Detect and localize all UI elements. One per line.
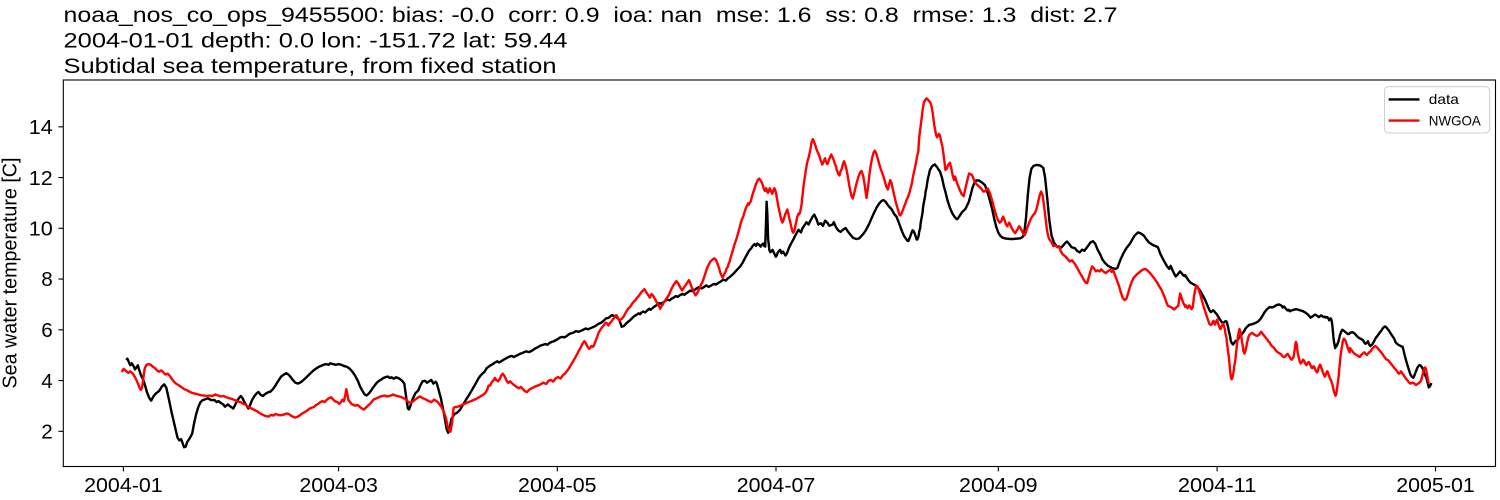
svg-text:Subtidal sea temperature, from: Subtidal sea temperature, from fixed sta… xyxy=(64,55,557,78)
svg-text:data: data xyxy=(1429,91,1459,107)
svg-text:Sea water temperature [C]: Sea water temperature [C] xyxy=(0,158,22,389)
svg-text:6: 6 xyxy=(41,320,53,342)
svg-text:2004-09: 2004-09 xyxy=(959,475,1038,497)
svg-text:2004-07: 2004-07 xyxy=(737,475,816,497)
svg-text:14: 14 xyxy=(29,117,53,139)
svg-text:12: 12 xyxy=(29,168,53,190)
svg-text:2004-03: 2004-03 xyxy=(299,475,378,497)
svg-text:2: 2 xyxy=(41,422,53,444)
svg-text:2005-01: 2005-01 xyxy=(1396,475,1475,497)
svg-text:noaa_nos_co_ops_9455500: bias:: noaa_nos_co_ops_9455500: bias: -0.0 corr… xyxy=(64,4,1118,27)
svg-text:8: 8 xyxy=(41,269,53,291)
svg-text:2004-01-01 depth: 0.0 lon: -15: 2004-01-01 depth: 0.0 lon: -151.72 lat: … xyxy=(64,30,568,53)
svg-text:2004-11: 2004-11 xyxy=(1178,475,1257,497)
svg-text:2004-05: 2004-05 xyxy=(518,475,597,497)
svg-text:NWGOA: NWGOA xyxy=(1429,112,1482,128)
svg-text:2004-01: 2004-01 xyxy=(84,475,163,497)
svg-text:10: 10 xyxy=(29,219,53,241)
svg-text:4: 4 xyxy=(41,371,53,393)
